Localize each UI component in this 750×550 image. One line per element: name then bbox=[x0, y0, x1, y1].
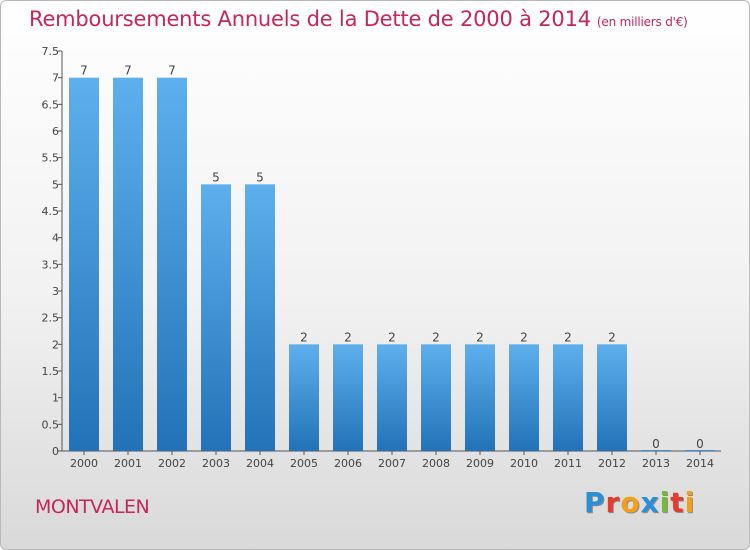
logo-letter: i bbox=[684, 486, 696, 519]
y-tick-label: 6 bbox=[52, 125, 59, 138]
bar bbox=[201, 184, 231, 452]
chart-title: Remboursements Annuels de la Dette de 20… bbox=[29, 7, 688, 31]
logo-letter: x bbox=[640, 486, 660, 519]
bar bbox=[69, 77, 99, 452]
bar bbox=[333, 344, 363, 451]
bar bbox=[509, 344, 539, 451]
y-tick-label: 3.5 bbox=[42, 258, 60, 271]
bar bbox=[553, 344, 583, 451]
y-tick-label: 7.5 bbox=[42, 45, 60, 58]
x-tick-label: 2014 bbox=[686, 457, 714, 470]
y-tick-label: 3 bbox=[52, 285, 59, 298]
x-tick-label: 2002 bbox=[158, 457, 186, 470]
x-tick-label: 2013 bbox=[642, 457, 670, 470]
commune-name: MONTVALEN bbox=[35, 496, 150, 518]
y-tick-label: 5 bbox=[52, 178, 59, 191]
data-label: 5 bbox=[256, 170, 264, 184]
x-tick-label: 2007 bbox=[378, 457, 406, 470]
bar bbox=[289, 344, 319, 451]
bar bbox=[465, 344, 495, 451]
chart-title-text: Remboursements Annuels de la Dette de 20… bbox=[29, 7, 591, 31]
bar bbox=[245, 184, 275, 452]
bar bbox=[597, 344, 627, 451]
logo-letter: t bbox=[670, 486, 685, 519]
x-tick-label: 2010 bbox=[510, 457, 538, 470]
x-tick-label: 2004 bbox=[246, 457, 274, 470]
chart-subtitle: (en milliers d'€) bbox=[596, 15, 688, 29]
data-label: 7 bbox=[168, 64, 176, 78]
data-label: 2 bbox=[300, 330, 308, 344]
y-tick-label: 5.5 bbox=[42, 152, 60, 165]
data-label: 0 bbox=[696, 437, 704, 451]
y-tick-label: 2 bbox=[52, 338, 59, 351]
y-tick-label: 4.5 bbox=[42, 205, 60, 218]
bar bbox=[421, 344, 451, 451]
logo-letter: i bbox=[659, 486, 671, 519]
bar bbox=[113, 77, 143, 452]
logo-letter: r bbox=[605, 486, 621, 519]
data-label: 2 bbox=[476, 330, 484, 344]
data-label: 5 bbox=[212, 170, 220, 184]
data-label: 0 bbox=[652, 437, 660, 451]
x-tick-label: 2006 bbox=[334, 457, 362, 470]
x-tick-label: 2009 bbox=[466, 457, 494, 470]
data-label: 2 bbox=[608, 330, 616, 344]
logo-letter: P bbox=[584, 486, 606, 519]
data-label: 2 bbox=[388, 330, 396, 344]
bar bbox=[157, 77, 187, 452]
y-tick-label: 1 bbox=[52, 392, 59, 405]
y-tick-label: 1.5 bbox=[42, 365, 60, 378]
x-tick-label: 2003 bbox=[202, 457, 230, 470]
y-tick-label: 2.5 bbox=[42, 312, 60, 325]
data-label: 2 bbox=[564, 330, 572, 344]
data-label: 2 bbox=[520, 330, 528, 344]
x-tick-label: 2011 bbox=[554, 457, 582, 470]
x-tick-label: 2008 bbox=[422, 457, 450, 470]
bar bbox=[377, 344, 407, 451]
y-tick-label: 6.5 bbox=[42, 98, 60, 111]
y-tick-label: 0.5 bbox=[42, 418, 60, 431]
x-tick-label: 2001 bbox=[114, 457, 142, 470]
data-label: 2 bbox=[344, 330, 352, 344]
logo-letter: o bbox=[620, 486, 641, 519]
y-tick-label: 0 bbox=[52, 445, 59, 458]
proxiti-logo: Proxiti bbox=[584, 486, 695, 519]
x-tick-label: 2012 bbox=[598, 457, 626, 470]
y-tick-label: 7 bbox=[52, 72, 59, 85]
x-tick-label: 2000 bbox=[70, 457, 98, 470]
x-tick-label: 2005 bbox=[290, 457, 318, 470]
data-label: 7 bbox=[124, 64, 132, 78]
data-label: 2 bbox=[432, 330, 440, 344]
data-label: 7 bbox=[80, 64, 88, 78]
y-tick-label: 4 bbox=[52, 232, 59, 245]
